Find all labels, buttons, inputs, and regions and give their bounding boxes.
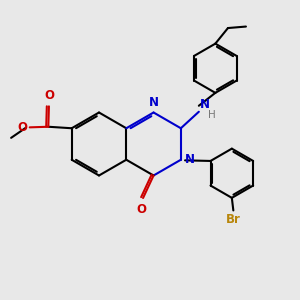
Text: O: O bbox=[44, 89, 54, 102]
Text: N: N bbox=[148, 96, 159, 109]
Text: O: O bbox=[17, 121, 27, 134]
Text: O: O bbox=[136, 203, 147, 216]
Text: H: H bbox=[208, 110, 216, 120]
Text: Br: Br bbox=[226, 214, 241, 226]
Text: N: N bbox=[184, 153, 194, 166]
Text: N: N bbox=[200, 98, 210, 111]
